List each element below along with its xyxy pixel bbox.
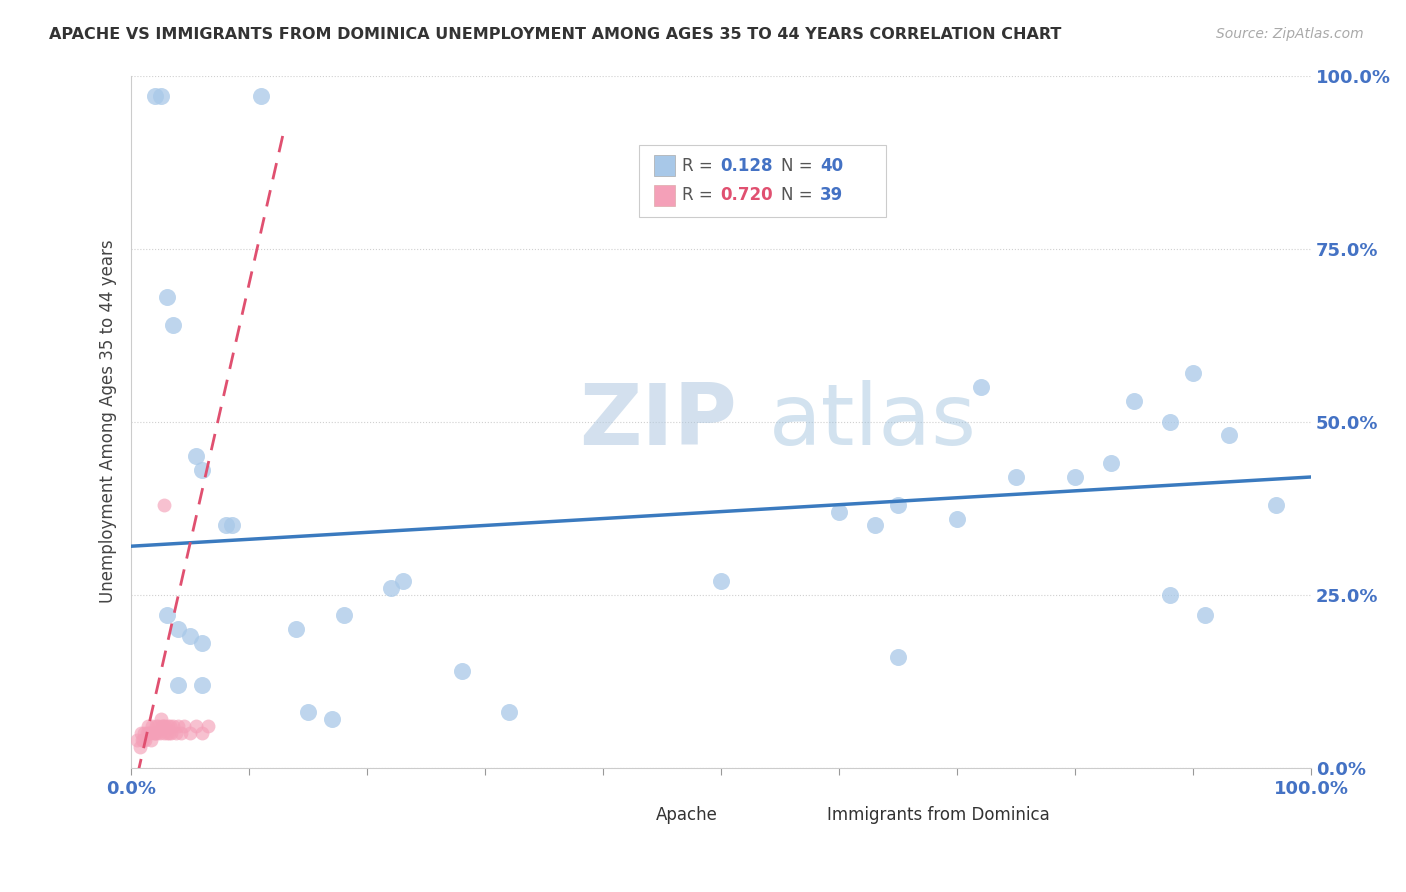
Point	[250, 89, 273, 103]
Bar	[627, 796, 651, 811]
Point	[160, 726, 183, 740]
Point	[498, 706, 520, 720]
Point	[143, 89, 166, 103]
Point	[863, 518, 886, 533]
Point	[148, 719, 170, 733]
Point	[1123, 393, 1146, 408]
Point	[150, 719, 173, 733]
Point	[1064, 470, 1087, 484]
Point	[179, 726, 201, 740]
Point	[221, 518, 243, 533]
Text: APACHE VS IMMIGRANTS FROM DOMINICA UNEMPLOYMENT AMONG AGES 35 TO 44 YEARS CORREL: APACHE VS IMMIGRANTS FROM DOMINICA UNEMP…	[49, 27, 1062, 42]
Point	[143, 726, 166, 740]
Point	[141, 733, 163, 747]
Point	[167, 678, 190, 692]
Point	[1182, 366, 1205, 380]
Text: Apache: Apache	[657, 805, 718, 824]
Text: 39: 39	[820, 186, 844, 204]
Point	[450, 664, 472, 678]
Point	[165, 726, 187, 740]
Point	[134, 733, 156, 747]
Point	[186, 449, 208, 463]
Point	[1159, 415, 1181, 429]
Point	[127, 733, 149, 747]
Point	[1264, 498, 1286, 512]
Text: 0.128: 0.128	[720, 156, 772, 175]
Point	[179, 629, 201, 643]
FancyBboxPatch shape	[638, 145, 886, 218]
Text: 40: 40	[820, 156, 844, 175]
Point	[149, 712, 172, 726]
Point	[157, 726, 180, 740]
Point	[156, 726, 179, 740]
Point	[828, 505, 851, 519]
Point	[153, 498, 176, 512]
Point	[131, 733, 153, 747]
Point	[162, 719, 184, 733]
Point	[970, 380, 993, 394]
Text: atlas: atlas	[769, 380, 976, 463]
Point	[173, 719, 195, 733]
Point	[167, 622, 190, 636]
Point	[191, 726, 214, 740]
Point	[391, 574, 413, 588]
Point	[170, 726, 193, 740]
Point	[134, 726, 156, 740]
Point	[1159, 588, 1181, 602]
Point	[162, 318, 184, 332]
Point	[156, 719, 179, 733]
Point	[129, 726, 152, 740]
Point	[1218, 428, 1240, 442]
Point	[887, 498, 910, 512]
Point	[153, 726, 176, 740]
Point	[946, 511, 969, 525]
Point	[887, 649, 910, 664]
Point	[141, 719, 163, 733]
Point	[167, 719, 190, 733]
Text: R =: R =	[682, 186, 718, 204]
Point	[191, 678, 214, 692]
Text: Immigrants from Dominica: Immigrants from Dominica	[827, 805, 1050, 824]
Point	[186, 719, 208, 733]
Y-axis label: Unemployment Among Ages 35 to 44 years: Unemployment Among Ages 35 to 44 years	[100, 240, 117, 603]
Text: 0.720: 0.720	[720, 186, 773, 204]
Text: N =: N =	[782, 186, 818, 204]
Point	[380, 581, 402, 595]
Bar	[797, 796, 821, 811]
Point	[142, 726, 165, 740]
Bar	[654, 155, 675, 176]
Point	[138, 726, 160, 740]
Point	[128, 739, 150, 754]
Point	[332, 608, 354, 623]
Text: Source: ZipAtlas.com: Source: ZipAtlas.com	[1216, 27, 1364, 41]
Text: R =: R =	[682, 156, 718, 175]
Point	[139, 726, 162, 740]
Point	[145, 719, 167, 733]
Bar	[654, 185, 675, 206]
Point	[148, 726, 170, 740]
Point	[191, 636, 214, 650]
Point	[156, 608, 179, 623]
Point	[132, 733, 155, 747]
Point	[1194, 608, 1216, 623]
Point	[710, 574, 733, 588]
Point	[146, 726, 169, 740]
Point	[1005, 470, 1028, 484]
Point	[149, 89, 172, 103]
Point	[197, 719, 219, 733]
Point	[285, 622, 308, 636]
Point	[297, 706, 319, 720]
Point	[152, 719, 174, 733]
Point	[321, 712, 343, 726]
Point	[191, 463, 214, 477]
Point	[135, 726, 157, 740]
Point	[159, 719, 181, 733]
Point	[136, 719, 159, 733]
Point	[1099, 456, 1122, 470]
Point	[214, 518, 236, 533]
Text: N =: N =	[782, 156, 818, 175]
Point	[156, 290, 179, 304]
Point	[155, 719, 177, 733]
Text: ZIP: ZIP	[579, 380, 737, 463]
